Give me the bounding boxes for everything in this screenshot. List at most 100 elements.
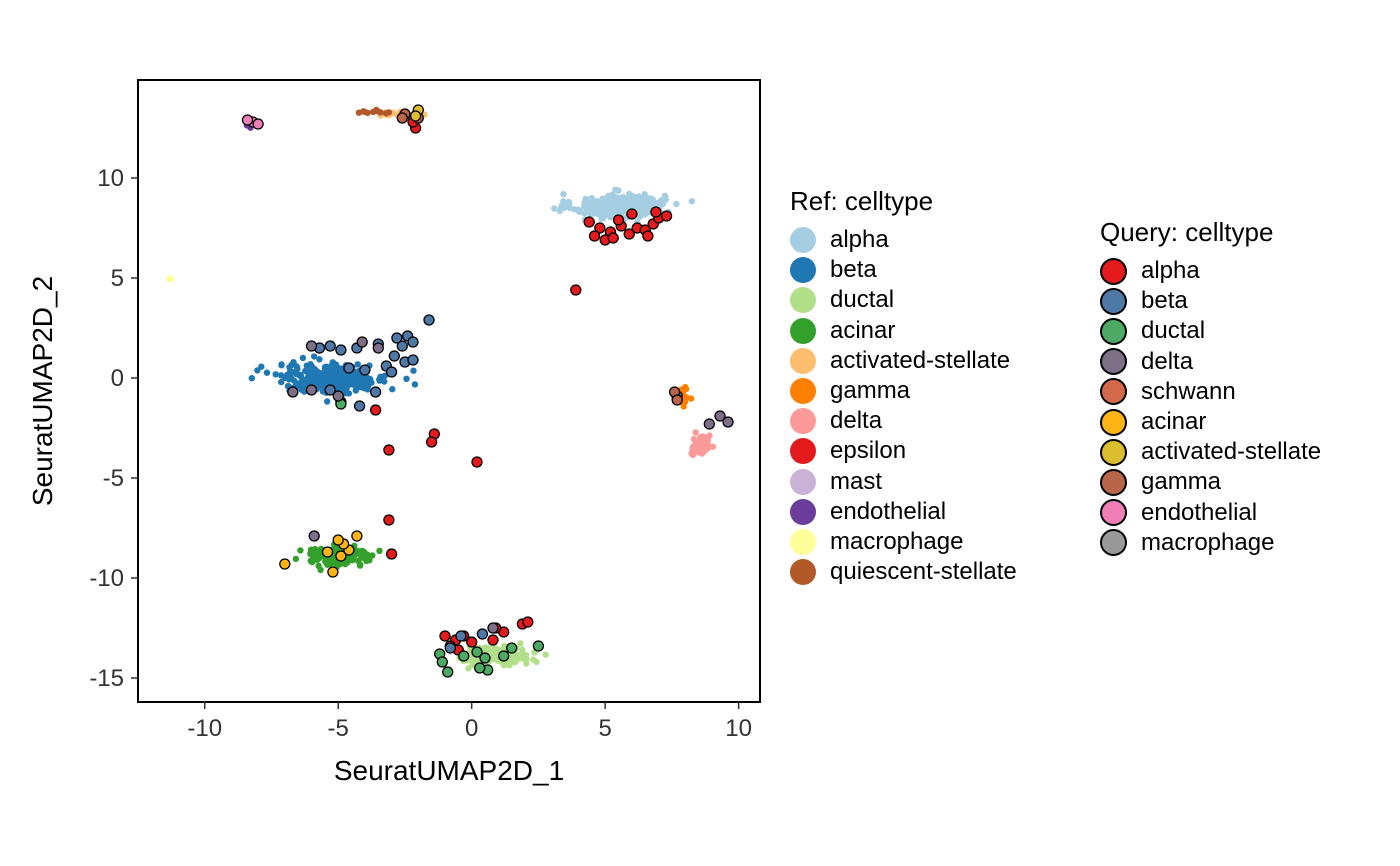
axes-layer: -10 -5 0 5 10 10 5 0 -5 -10 -15 [89, 165, 752, 742]
ref-point-beta [320, 376, 327, 383]
y-tick-label: 0 [111, 365, 124, 392]
query-legend-label: beta [1141, 287, 1188, 315]
ref-point-beta [278, 378, 285, 386]
query-point-activated-stellate [409, 110, 422, 122]
query-legend-key [1100, 499, 1127, 527]
query-point-delta [722, 416, 734, 428]
plot-panel-border [137, 79, 761, 703]
ref-legend-label: mast [830, 467, 883, 495]
query-point-delta [703, 418, 715, 430]
ref-point-beta [263, 369, 271, 376]
ref-point-beta [327, 369, 335, 377]
ref-legend-item-epsilon: epsilon [790, 436, 1017, 466]
x-axis-title: SeuratUMAP2D_1 [334, 755, 564, 786]
query-point-acinar [351, 530, 363, 542]
query-point-alpha [522, 616, 534, 628]
query-point-beta [391, 332, 403, 344]
query-point-beta [423, 314, 435, 326]
ref-point-beta [324, 376, 332, 383]
ref-point-beta [332, 362, 340, 369]
query-legend-key [1100, 408, 1127, 436]
query-legend-key [1100, 287, 1127, 315]
ref-point-delta [697, 445, 704, 453]
ref-legend-key [790, 378, 816, 405]
ref-point-beta [286, 364, 293, 371]
ref-point-delta [699, 435, 707, 443]
ref-point-alpha [602, 210, 610, 218]
query-point-beta [455, 630, 467, 642]
query-legend-label: macrophage [1141, 528, 1275, 556]
query-point-ductal [436, 656, 448, 668]
ref-legend-key [790, 347, 816, 374]
query-point-beta [476, 628, 489, 640]
query-point-acinar [327, 566, 339, 578]
ref-point-acinar [376, 547, 383, 554]
query-point-delta [487, 622, 499, 634]
ref-point-alpha [551, 205, 558, 212]
ref-point-quiescent-stellate [385, 109, 393, 116]
query-legend-items: alpha beta ductal delta schwann acinar activat… [1100, 256, 1321, 558]
ref-legend-item-macrophage: macrophage [790, 527, 1017, 557]
ref-point-beta [410, 367, 417, 374]
ref-legend-label: beta [830, 256, 877, 284]
ref-point-alpha [576, 208, 583, 215]
ref-point-beta [357, 374, 364, 382]
query-point-beta [324, 384, 336, 396]
query-point-ductal [474, 662, 486, 674]
query-point-delta [372, 342, 384, 354]
ref-legend-key [790, 498, 816, 525]
query-point-delta [714, 410, 726, 422]
y-tick-label: -10 [89, 565, 124, 592]
ref-point-alpha [560, 198, 567, 205]
ref-point-beta [411, 381, 419, 388]
x-tick-label: 5 [598, 715, 611, 742]
query-point-beta [353, 400, 366, 412]
ref-point-beta [278, 362, 285, 369]
y-tick-label: -5 [103, 465, 124, 492]
query-legend-key [1100, 529, 1127, 557]
y-axis-title: SeuratUMAP2D_2 [27, 276, 58, 506]
ref-point-beta [287, 374, 295, 381]
ref-point-acinar [322, 558, 329, 565]
query-point-ductal [498, 650, 510, 662]
query-point-alpha [583, 216, 595, 228]
ref-point-beta [389, 386, 396, 393]
query-point-delta [332, 390, 344, 402]
ref-point-ductal [516, 651, 523, 659]
ref-point-acinar [310, 554, 317, 562]
ref-legend-label: activated-stellate [830, 346, 1011, 374]
ref-point-acinar [357, 552, 365, 559]
query-point-delta [356, 336, 368, 348]
query-point-beta [385, 366, 398, 378]
query-point-ductal [506, 642, 518, 654]
query-point-alpha [607, 232, 619, 244]
y-tick-label: 10 [97, 165, 124, 192]
query-point-alpha [612, 214, 625, 226]
query-legend-label: acinar [1141, 408, 1207, 436]
query-point-alpha [383, 444, 395, 456]
query-legend-item-acinar: acinar [1100, 407, 1321, 437]
ref-legend-label: gamma [830, 377, 911, 405]
ref-point-beta [348, 376, 355, 384]
query-point-beta [369, 386, 382, 398]
query-legend-item-activated-stellate: activated-stellate [1100, 437, 1321, 467]
ref-point-ductal [520, 655, 528, 663]
ref-legend-key [790, 468, 816, 495]
ref-point-ductal [533, 658, 540, 666]
query-legend: Query: celltype alpha beta ductal delta schw… [1100, 217, 1321, 558]
ref-point-ductal [517, 640, 524, 647]
ref-point-acinar [316, 554, 323, 562]
ref-legend: Ref: celltype alpha beta ductal acinar activ… [790, 186, 1017, 587]
query-point-alpha [383, 514, 395, 526]
ref-point-acinar [356, 561, 364, 568]
ref-point-ductal [482, 644, 489, 651]
query-point-gamma [396, 112, 408, 124]
query-point-beta [343, 362, 355, 374]
ref-legend-key [790, 438, 816, 465]
query-legend-key [1100, 468, 1127, 496]
ref-legend-item-alpha: alpha [790, 225, 1017, 255]
ref-point-alpha [673, 200, 680, 208]
ref-point-ductal [491, 646, 499, 653]
ref-legend-items: alpha beta ductal acinar activated-stellate g… [790, 225, 1017, 587]
ref-legend-item-gamma: gamma [790, 376, 1017, 406]
